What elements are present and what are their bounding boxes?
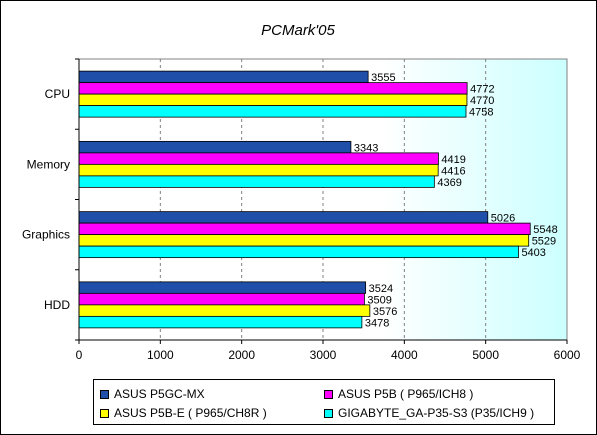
x-tick-label-2000: 2000 [228, 348, 255, 362]
legend-label-3: ASUS P5B-E ( P965/CH8R ) [114, 406, 267, 420]
x-tick-label-0: 0 [76, 348, 83, 362]
bar-cpu-series-2 [78, 82, 468, 95]
bar-memory-series-2 [78, 152, 439, 165]
legend-item-3: ASUS P5B-E ( P965/CH8R ) [100, 405, 267, 421]
bar-graphics-series-1 [78, 211, 489, 224]
data-label-memory-series-3: 4416 [441, 165, 465, 177]
bars-layer [78, 70, 531, 329]
x-tick-label-1000: 1000 [147, 348, 174, 362]
legend-label-4: GIGABYTE_GA-P35-S3 (P35/ICH9 ) [338, 406, 535, 420]
data-label-memory-series-2: 4419 [441, 154, 465, 166]
data-label-cpu-series-3: 4770 [470, 95, 494, 107]
bar-hdd-series-1 [78, 281, 367, 294]
legend-swatch-2 [324, 389, 333, 399]
legend-label-2: ASUS P5B ( P965/ICH8 ) [338, 387, 474, 401]
data-label-cpu-series-2: 4772 [470, 84, 494, 96]
bar-graphics-series-4 [78, 245, 519, 259]
bar-cpu-series-1 [78, 70, 369, 84]
bar-memory-series-4 [78, 175, 435, 188]
data-label-memory-series-4: 4369 [437, 177, 461, 189]
data-label-hdd-series-1: 3524 [369, 283, 393, 295]
data-label-hdd-series-4: 3478 [365, 317, 389, 329]
legend: ASUS P5GC-MX ASUS P5B ( P965/ICH8 ) ASUS P… [93, 379, 555, 425]
y-category-label-memory: Memory [27, 157, 70, 171]
data-label-graphics-series-4: 5403 [521, 247, 545, 259]
legend-swatch-3 [100, 408, 109, 418]
bar-hdd-series-3 [78, 304, 371, 317]
bar-hdd-series-2 [78, 292, 365, 306]
data-label-graphics-series-2: 5548 [533, 224, 557, 236]
data-label-cpu-series-1: 3555 [371, 72, 395, 84]
x-tick-label-5000: 5000 [472, 348, 499, 362]
data-label-hdd-series-2: 3509 [367, 294, 391, 306]
bar-memory-series-1 [78, 140, 352, 154]
bar-graphics-series-3 [78, 234, 530, 247]
bar-memory-series-3 [78, 163, 439, 177]
bar-hdd-series-4 [78, 315, 363, 329]
data-label-hdd-series-3: 3576 [373, 306, 397, 318]
x-tick-label-4000: 4000 [391, 348, 418, 362]
legend-item-2: ASUS P5B ( P965/ICH8 ) [324, 386, 473, 402]
y-category-label-hdd: HDD [44, 298, 70, 312]
data-label-cpu-series-4: 4758 [469, 107, 493, 119]
y-category-label-graphics: Graphics [22, 228, 70, 242]
chart-title: PCMark'05 [261, 22, 335, 39]
legend-item-4: GIGABYTE_GA-P35-S3 (P35/ICH9 ) [324, 405, 534, 421]
data-label-graphics-series-3: 5529 [532, 236, 556, 248]
legend-item-1: ASUS P5GC-MX [100, 386, 205, 402]
bar-cpu-series-3 [78, 93, 468, 107]
data-label-graphics-series-1: 5026 [491, 213, 515, 225]
x-tick-label-3000: 3000 [310, 348, 337, 362]
legend-swatch-1 [100, 389, 109, 399]
legend-swatch-4 [324, 408, 333, 418]
bar-cpu-series-4 [78, 105, 467, 118]
bar-graphics-series-2 [78, 222, 531, 236]
data-label-memory-series-1: 3343 [354, 142, 378, 154]
y-category-label-cpu: CPU [45, 87, 70, 101]
x-tick-label-6000: 6000 [554, 348, 581, 362]
legend-label-1: ASUS P5GC-MX [114, 387, 205, 401]
axis-layer: 0 1000 2000 3000 4000 5000 6000 CPU Memory Graphi… [22, 58, 581, 362]
